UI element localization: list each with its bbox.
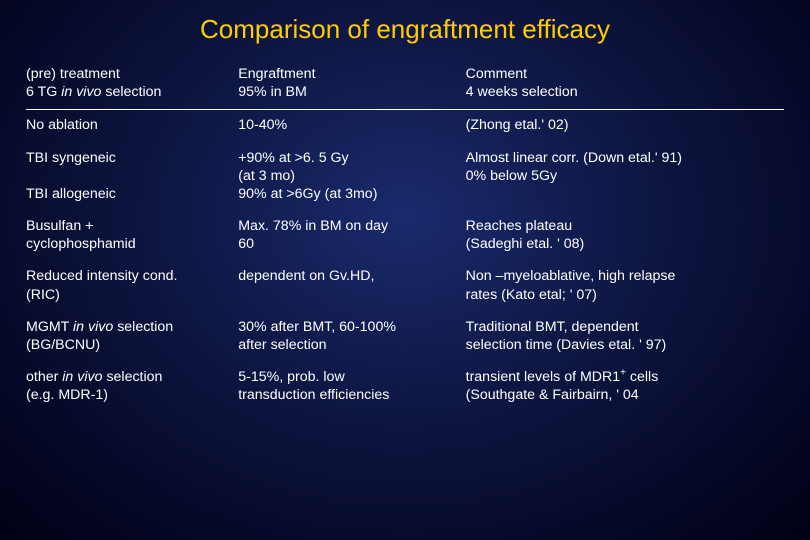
table-cell: +90% at >6. 5 Gy (at 3 mo) 90% at >6Gy (… [238, 139, 465, 208]
col-header-2: Engraftment 95% in BM [238, 61, 465, 109]
table-cell: 10-40% [238, 112, 465, 138]
header-text: (pre) treatment [26, 66, 120, 82]
table-cell: MGMT in vivo selection (BG/BCNU) [26, 308, 238, 358]
table-cell: TBI syngeneic TBI allogeneic [26, 139, 238, 208]
table-cell: Reduced intensity cond. (RIC) [26, 257, 238, 307]
cell-text-italic: in vivo [73, 319, 113, 335]
cell-text: other [26, 369, 62, 385]
header-text: 6 TG [26, 84, 61, 100]
cell-text-italic: in vivo [62, 369, 102, 385]
table-cell: Busulfan + cyclophosphamid [26, 207, 238, 257]
table-cell: other in vivo selection (e.g. MDR-1) [26, 358, 238, 408]
header-rule [26, 109, 784, 110]
header-text: Engraftment [238, 66, 315, 82]
header-text: selection [101, 84, 161, 100]
table-cell: Reaches plateau (Sadeghi etal. ' 08) [466, 207, 784, 257]
table-cell: Almost linear corr. (Down etal.' 91) 0% … [466, 139, 784, 208]
header-text: 4 weeks selection [466, 84, 578, 100]
header-text: Comment [466, 66, 528, 82]
cell-text: TBI allogeneic [26, 186, 116, 202]
comparison-table: (pre) treatment 6 TG in vivo selection E… [26, 61, 784, 408]
table-cell: 30% after BMT, 60-100% after selection [238, 308, 465, 358]
header-text: 95% in BM [238, 84, 307, 100]
col-header-1: (pre) treatment 6 TG in vivo selection [26, 61, 238, 109]
table-cell: (Zhong etal.' 02) [466, 112, 784, 138]
table-cell: No ablation [26, 112, 238, 138]
table-cell: Traditional BMT, dependent selection tim… [466, 308, 784, 358]
col-header-3: Comment 4 weeks selection [466, 61, 784, 109]
slide: Comparison of engraftment efficacy (pre)… [0, 0, 810, 540]
cell-text: MGMT [26, 319, 73, 335]
cell-text: TBI syngeneic [26, 150, 116, 166]
table-cell: transient levels of MDR1+ cells (Southga… [466, 358, 784, 408]
table-cell: Non –myeloablative, high relapse rates (… [466, 257, 784, 307]
cell-text: transient levels of MDR1 [466, 369, 621, 385]
table-cell: Max. 78% in BM on day 60 [238, 207, 465, 257]
slide-title: Comparison of engraftment efficacy [26, 14, 784, 45]
table-cell: dependent on Gv.HD, [238, 257, 465, 307]
table-cell: 5-15%, prob. low transduction efficienci… [238, 358, 465, 408]
header-text-italic: in vivo [61, 84, 101, 100]
